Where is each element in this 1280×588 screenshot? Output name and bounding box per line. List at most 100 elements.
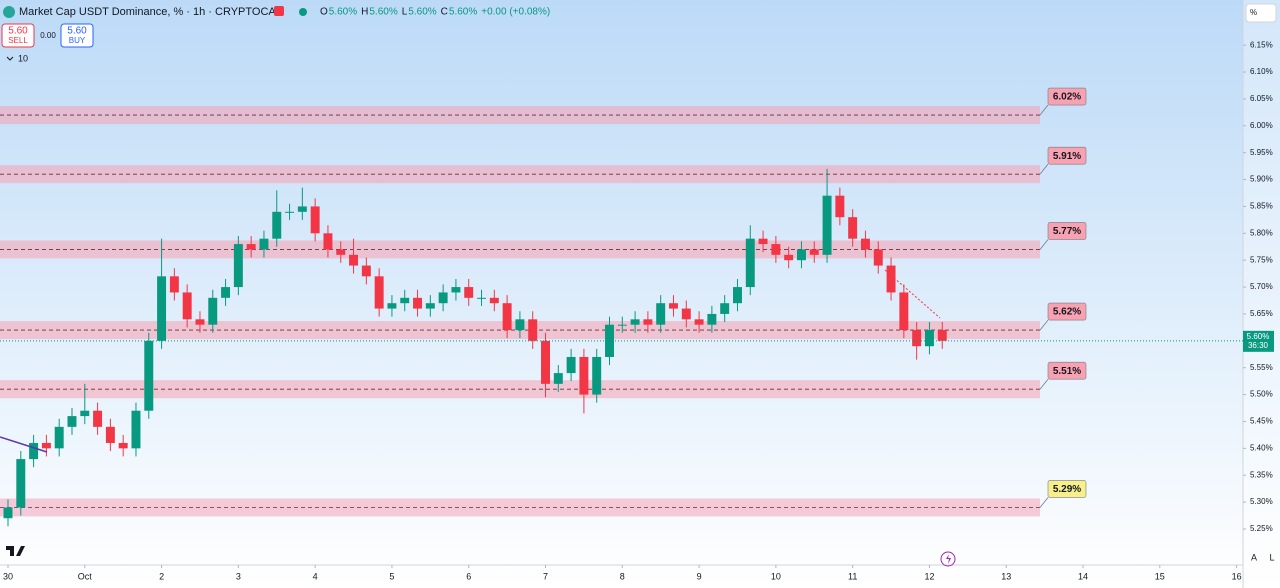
sell-label: SELL <box>8 36 28 45</box>
candle-body <box>899 292 909 331</box>
log-scale[interactable]: L <box>1269 552 1274 562</box>
y-tick-label: 5.75% <box>1250 255 1273 264</box>
y-tick-label: 6.00% <box>1250 121 1273 130</box>
x-tick-label: Oct <box>78 571 93 581</box>
level-label: 5.51% <box>1053 366 1081 377</box>
level-label: 5.77% <box>1053 226 1081 237</box>
x-tick-label: 12 <box>924 571 934 581</box>
candle-body <box>323 233 333 250</box>
candle-body <box>451 287 461 293</box>
candle-body <box>566 356 576 374</box>
x-tick-label: 14 <box>1078 571 1088 581</box>
y-tick-label: 5.45% <box>1250 417 1273 426</box>
x-tick-label: 5 <box>389 571 394 581</box>
y-tick-label: 5.40% <box>1250 443 1273 452</box>
level-badge <box>1047 87 1087 106</box>
candle-body <box>937 330 947 341</box>
candle-body <box>515 319 525 331</box>
auto-scale[interactable]: A <box>1251 552 1257 562</box>
x-tick-label: 4 <box>313 571 318 581</box>
level-leader <box>1039 497 1049 508</box>
candle-body <box>528 319 538 341</box>
price-axis-bg <box>1243 0 1280 588</box>
candle-body <box>285 211 295 213</box>
level-leader <box>1039 239 1049 250</box>
candle-body <box>681 308 691 320</box>
last-price-label: 5.60% <box>1247 332 1270 341</box>
candle-body <box>80 410 90 417</box>
candle-body <box>438 292 448 304</box>
candle-body <box>822 195 832 255</box>
y-tick-label: 5.85% <box>1250 202 1273 211</box>
candle-body <box>592 356 602 395</box>
x-tick-label: 7 <box>543 571 548 581</box>
market-status <box>299 8 307 16</box>
candle-body <box>477 297 487 299</box>
x-tick-label: 3 <box>236 571 241 581</box>
x-tick-label: 8 <box>620 571 625 581</box>
candle-body <box>387 303 397 309</box>
candle-body <box>796 249 806 261</box>
candle-body <box>3 507 13 519</box>
y-tick-label: 5.50% <box>1250 390 1273 399</box>
x-tick-label: 16 <box>1232 571 1242 581</box>
events-bolt <box>946 554 951 564</box>
candle-body <box>720 303 730 314</box>
events-icon[interactable] <box>940 551 956 567</box>
candle-body <box>169 276 179 293</box>
x-tick-label: 30 <box>3 571 13 581</box>
level-badge <box>1047 302 1087 321</box>
candle-body <box>758 238 768 245</box>
ohlc-value: 5.60% <box>369 7 397 18</box>
candle-body <box>502 303 512 331</box>
symbol-icon <box>3 6 15 18</box>
level-leader <box>1039 104 1049 116</box>
buy-label: BUY <box>69 36 86 45</box>
ohlc-value: 5.60% <box>408 7 436 18</box>
x-tick-label: 11 <box>848 571 857 581</box>
candle-body <box>131 410 141 449</box>
level-label: 5.62% <box>1053 307 1081 318</box>
y-tick-label: 5.90% <box>1250 175 1273 184</box>
candle-body <box>144 340 154 411</box>
level-badge <box>1047 222 1087 240</box>
candle-body <box>643 319 653 325</box>
x-tick-label: 2 <box>159 571 164 581</box>
layers: 5.25% 5.30% 5.35% 5.40% 5.45% 5.50% 5.55% 5.60%… <box>0 40 1274 581</box>
candle-body <box>733 287 742 304</box>
candle-body <box>489 297 499 304</box>
candle-body <box>221 287 231 298</box>
candle-body <box>809 249 819 255</box>
x-tick-label: 15 <box>1155 571 1165 581</box>
candle-body <box>208 297 218 325</box>
ohlc-key: C <box>441 7 448 18</box>
x-tick-label: 13 <box>1001 571 1011 581</box>
level-label: 5.91% <box>1053 151 1081 162</box>
flag-icon[interactable] <box>274 6 284 16</box>
ohlc-value: 5.60% <box>449 7 477 18</box>
candle-body <box>886 265 896 293</box>
ohlc-change: +0.00 (+0.08%) <box>481 7 550 18</box>
buy-button[interactable] <box>60 23 94 48</box>
candle-body <box>771 244 781 255</box>
indicator-count: 10 <box>18 53 28 63</box>
candle-body <box>873 249 883 266</box>
candle-body <box>259 238 269 250</box>
y-tick-label: 5.80% <box>1250 228 1273 237</box>
candle-body <box>105 426 115 443</box>
sell-button[interactable] <box>1 23 35 48</box>
ohlc-value: 5.60% <box>329 7 357 18</box>
level-leader <box>1039 378 1049 390</box>
x-tick-label: 6 <box>466 571 471 581</box>
candle-body <box>669 303 678 309</box>
candle-body <box>29 442 39 460</box>
candle-body <box>195 319 205 325</box>
candle-body <box>630 319 640 325</box>
candle-body <box>272 211 282 239</box>
ohlc-legend: O 5.60% H 5.60% L 5.60% C 5.60% +0.00 (+0.08%) <box>320 7 550 18</box>
candle-body <box>374 276 384 309</box>
collapse-icon[interactable] <box>6 56 14 61</box>
candle-body <box>425 303 435 309</box>
unit-button[interactable] <box>1245 3 1277 23</box>
